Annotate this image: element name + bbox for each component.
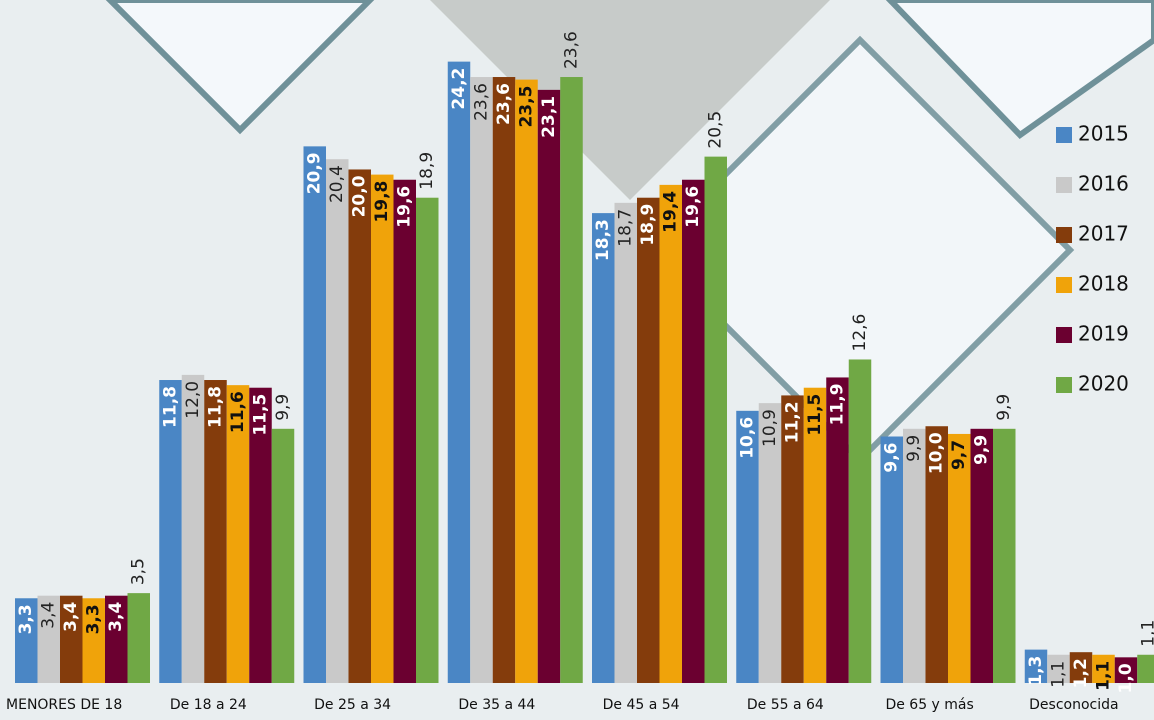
bar	[849, 359, 872, 683]
value-label: 1,3	[1026, 656, 1046, 686]
value-label: 11,9	[828, 383, 848, 425]
bar	[493, 77, 516, 683]
legend-label: 2020	[1078, 372, 1129, 396]
value-label: 11,2	[783, 401, 803, 443]
bar	[349, 169, 372, 683]
value-label: 12,0	[183, 381, 203, 419]
bar	[903, 429, 926, 683]
value-label: 20,5	[706, 111, 726, 149]
value-label: 23,5	[517, 86, 537, 128]
value-label: 3,4	[106, 602, 126, 632]
bar	[515, 80, 538, 683]
bar	[538, 90, 561, 683]
value-label: 11,5	[805, 394, 825, 436]
value-label: 3,5	[129, 558, 149, 585]
bar	[1137, 655, 1154, 683]
value-label: 18,3	[593, 219, 613, 261]
x-tick-label: MENORES DE 18	[6, 697, 122, 713]
bar	[637, 198, 660, 683]
value-label: 11,8	[206, 386, 226, 428]
value-label: 23,6	[472, 83, 492, 121]
value-label: 18,9	[638, 204, 658, 246]
value-label: 23,1	[539, 96, 559, 138]
bar	[371, 175, 394, 683]
value-label: 3,4	[61, 602, 81, 632]
value-label: 11,6	[228, 391, 248, 433]
value-label: 9,6	[882, 443, 902, 473]
bar	[948, 434, 971, 683]
value-label: 19,8	[372, 181, 392, 223]
bar	[128, 593, 151, 683]
value-label: 12,6	[850, 314, 870, 352]
legend-swatch	[1056, 177, 1072, 193]
bar	[660, 185, 683, 683]
bar	[272, 429, 295, 683]
legend-label: 2017	[1078, 222, 1129, 246]
bar	[615, 203, 638, 683]
value-label: 10,9	[760, 409, 780, 447]
value-label: 9,9	[904, 435, 924, 462]
value-label: 23,6	[494, 83, 514, 125]
x-tick-label: De 55 a 64	[747, 697, 824, 713]
value-label: 1,2	[1071, 658, 1091, 688]
x-tick-label: De 25 a 34	[314, 697, 391, 713]
bar	[304, 146, 327, 683]
legend-label: 2019	[1078, 322, 1129, 346]
value-label: 1,0	[1116, 663, 1136, 693]
value-label: 9,9	[273, 394, 293, 421]
value-label: 11,5	[251, 394, 271, 436]
bar	[682, 180, 705, 683]
bar	[470, 77, 493, 683]
value-label: 20,4	[327, 165, 347, 203]
value-label: 19,6	[683, 186, 703, 228]
legend-swatch	[1056, 377, 1072, 393]
value-label: 19,4	[661, 191, 681, 233]
bar	[705, 157, 728, 683]
value-label: 9,7	[949, 440, 969, 470]
legend-label: 2015	[1078, 122, 1129, 146]
bar	[993, 429, 1016, 683]
x-tick-label: De 18 a 24	[170, 697, 247, 713]
bar	[326, 159, 349, 683]
x-tick-label: Desconocida	[1029, 697, 1118, 713]
legend-swatch	[1056, 327, 1072, 343]
legend-swatch	[1056, 127, 1072, 143]
value-label: 9,9	[994, 394, 1014, 421]
x-tick-label: De 65 y más	[885, 697, 973, 713]
value-label: 1,1	[1049, 661, 1069, 688]
value-label: 3,3	[84, 604, 104, 634]
legend-label: 2018	[1078, 272, 1129, 296]
chart: MENORES DE 183,33,43,43,33,43,5De 18 a 2…	[0, 0, 1154, 720]
value-label: 18,9	[417, 152, 437, 190]
value-label: 1,1	[1094, 661, 1114, 691]
value-label: 24,2	[449, 68, 469, 110]
x-tick-label: De 35 a 44	[458, 697, 535, 713]
bar	[394, 180, 417, 683]
value-label: 1,1	[1139, 620, 1154, 647]
bar	[971, 429, 994, 683]
value-label: 10,6	[738, 417, 758, 459]
x-tick-label: De 45 a 54	[603, 697, 680, 713]
value-label: 23,6	[562, 31, 582, 69]
value-label: 20,0	[350, 175, 370, 217]
value-label: 3,3	[16, 604, 36, 634]
value-label: 20,9	[305, 152, 325, 194]
value-label: 11,8	[161, 386, 181, 428]
value-label: 10,0	[927, 432, 947, 474]
value-label: 18,7	[616, 209, 636, 247]
value-label: 3,4	[39, 602, 59, 629]
bar	[560, 77, 583, 683]
bar	[416, 198, 439, 683]
bar	[592, 213, 615, 683]
value-label: 19,6	[395, 186, 415, 228]
legend-swatch	[1056, 277, 1072, 293]
bar	[448, 62, 471, 683]
legend-label: 2016	[1078, 172, 1129, 196]
bar	[182, 375, 205, 683]
value-label: 9,9	[972, 435, 992, 465]
legend-swatch	[1056, 227, 1072, 243]
